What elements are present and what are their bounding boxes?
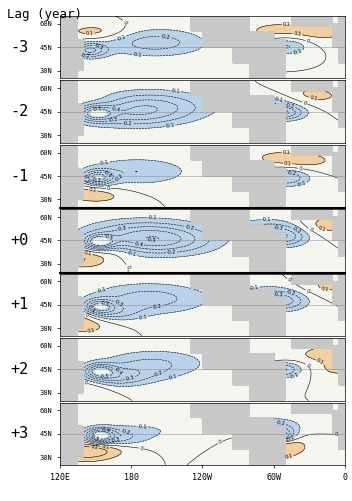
Text: -0.5: -0.5 — [90, 433, 100, 442]
Text: -0.2: -0.2 — [153, 370, 164, 378]
Text: 0: 0 — [218, 439, 223, 445]
Text: -0.1: -0.1 — [171, 88, 181, 94]
Text: -0.5: -0.5 — [103, 233, 114, 241]
Text: -0.4: -0.4 — [101, 427, 111, 434]
Text: 0.1: 0.1 — [309, 95, 318, 102]
Text: -0.2: -0.2 — [184, 224, 195, 231]
Text: -0.4: -0.4 — [113, 366, 124, 376]
Text: -0.1: -0.1 — [132, 52, 142, 58]
Text: +3: +3 — [11, 426, 29, 441]
Text: -0.2: -0.2 — [285, 290, 296, 297]
Text: 0: 0 — [306, 39, 310, 44]
Text: 0: 0 — [83, 380, 88, 386]
Text: 0.1: 0.1 — [86, 31, 94, 36]
Text: -0.1: -0.1 — [289, 372, 300, 380]
Text: 0: 0 — [121, 20, 127, 25]
Text: 0: 0 — [107, 186, 110, 191]
Text: -0.5: -0.5 — [99, 374, 109, 379]
Text: -0.3: -0.3 — [111, 436, 121, 443]
Text: -0.1: -0.1 — [293, 48, 303, 56]
Text: -0.1: -0.1 — [274, 96, 284, 103]
Text: -0.3: -0.3 — [274, 225, 284, 231]
Text: -0.3: -0.3 — [125, 375, 135, 382]
Text: -0.2: -0.2 — [285, 102, 295, 109]
Text: -0.2: -0.2 — [276, 420, 285, 426]
Text: 0.1: 0.1 — [285, 453, 294, 460]
Text: 0.1: 0.1 — [315, 358, 325, 366]
Text: -0.1: -0.1 — [165, 123, 175, 129]
Text: -0.2: -0.2 — [120, 428, 131, 435]
Text: 0.1: 0.1 — [293, 31, 301, 37]
Text: 0.1: 0.1 — [284, 161, 292, 166]
Text: -0.3: -0.3 — [117, 225, 127, 232]
Text: -0.1: -0.1 — [99, 160, 109, 166]
Text: -0.4: -0.4 — [102, 169, 112, 179]
Text: 0.1: 0.1 — [318, 225, 327, 232]
Text: -0.1: -0.1 — [148, 215, 158, 220]
Text: 0: 0 — [298, 166, 302, 171]
Text: 0.1: 0.1 — [101, 444, 109, 450]
Text: +0: +0 — [11, 233, 29, 248]
Text: -0.2: -0.2 — [152, 303, 162, 310]
Text: 0.1: 0.1 — [89, 187, 97, 193]
Text: -0.1: -0.1 — [168, 374, 178, 381]
Text: -0.2: -0.2 — [167, 249, 176, 256]
Text: 0.1: 0.1 — [282, 150, 290, 155]
Text: -0.2: -0.2 — [291, 225, 302, 235]
Text: -0.5: -0.5 — [146, 237, 157, 242]
Text: -2: -2 — [11, 104, 29, 119]
Text: -0.5: -0.5 — [92, 177, 102, 183]
Text: Lag (year): Lag (year) — [7, 8, 82, 21]
Text: -0.1: -0.1 — [286, 435, 296, 443]
Text: -0.5: -0.5 — [99, 300, 109, 307]
Text: -0.1: -0.1 — [96, 287, 107, 294]
Text: -0.4: -0.4 — [133, 240, 144, 247]
Text: -0.1: -0.1 — [127, 250, 137, 258]
Text: -0.4: -0.4 — [86, 304, 96, 314]
Text: -0.5: -0.5 — [92, 106, 102, 112]
Text: -0.1: -0.1 — [116, 34, 127, 42]
Text: 0: 0 — [305, 288, 310, 294]
Text: -0.1: -0.1 — [138, 314, 148, 321]
Text: -0.3: -0.3 — [108, 117, 118, 123]
Text: -0.3: -0.3 — [93, 43, 104, 51]
Text: 0.1: 0.1 — [83, 250, 92, 257]
Text: 0.2: 0.2 — [90, 444, 99, 450]
Text: 0: 0 — [139, 446, 144, 451]
Text: -0.2: -0.2 — [161, 34, 171, 40]
Text: -0.1: -0.1 — [262, 217, 271, 222]
Text: 0: 0 — [124, 265, 130, 270]
Text: 0.1: 0.1 — [282, 22, 290, 27]
Text: -0.1: -0.1 — [250, 285, 260, 291]
Text: -0.4: -0.4 — [111, 106, 121, 113]
Text: -0.3: -0.3 — [113, 299, 124, 309]
Text: -0.3: -0.3 — [82, 173, 89, 183]
Text: 0: 0 — [308, 227, 313, 232]
Text: 0: 0 — [305, 363, 310, 369]
Text: -0.2: -0.2 — [286, 170, 296, 176]
Text: -0.2: -0.2 — [122, 121, 132, 126]
Text: 0: 0 — [85, 313, 89, 319]
Text: 0.1: 0.1 — [321, 286, 329, 293]
Text: 0.1: 0.1 — [87, 328, 96, 334]
Text: -0.1: -0.1 — [138, 424, 148, 429]
Text: -0.1: -0.1 — [297, 180, 307, 188]
Text: -0.2: -0.2 — [114, 173, 124, 183]
Text: -1: -1 — [11, 168, 29, 183]
Text: -0.3: -0.3 — [274, 292, 284, 298]
Text: -3: -3 — [11, 40, 29, 55]
Text: 0: 0 — [302, 100, 307, 106]
Text: +2: +2 — [11, 362, 29, 377]
Text: -0.2: -0.2 — [81, 54, 90, 59]
Text: +1: +1 — [11, 298, 29, 313]
Text: 0: 0 — [335, 432, 338, 437]
Text: 0: 0 — [286, 277, 292, 283]
